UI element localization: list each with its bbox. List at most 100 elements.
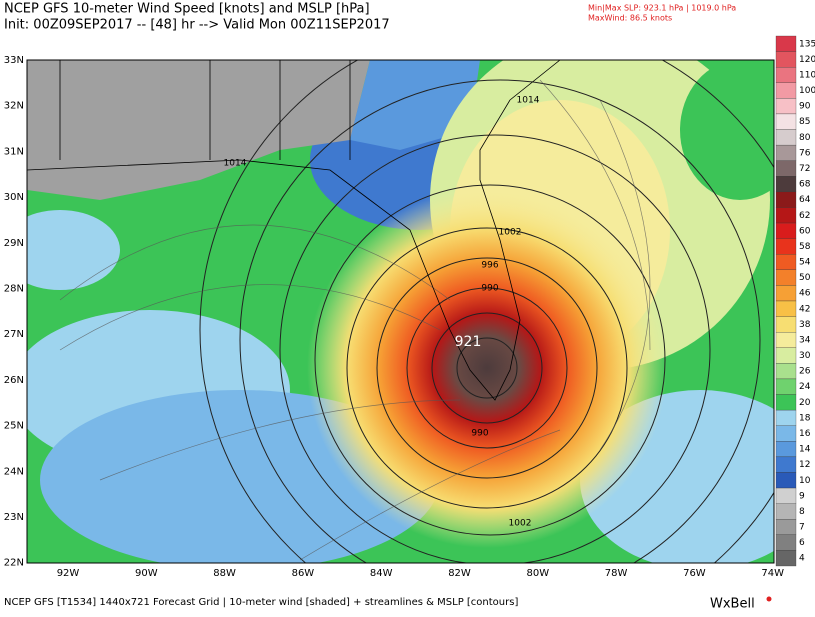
- max-wind: MaxWind: 86.5 knots: [588, 14, 672, 23]
- lat-label: 33N: [4, 55, 24, 66]
- colorbar-swatch: [775, 144, 797, 161]
- map-field: [27, 60, 774, 563]
- lat-label: 23N: [4, 512, 24, 523]
- lon-label: 82W: [448, 568, 471, 579]
- colorbar-swatch: [775, 222, 797, 239]
- colorbar-label: 120: [799, 55, 815, 65]
- colorbar-label: 16: [799, 429, 811, 439]
- brand-dot: [766, 596, 772, 602]
- colorbar-swatch: [775, 269, 797, 286]
- colorbar-swatch: [775, 254, 797, 270]
- colorbar-label: 135: [799, 39, 815, 49]
- colorbar-swatch: [775, 425, 797, 442]
- lat-label: 22N: [4, 558, 24, 569]
- colorbar-swatch: [775, 534, 797, 551]
- colorbar-label: 34: [799, 335, 811, 345]
- lat-label: 27N: [4, 329, 24, 340]
- colorbar-label: 110: [799, 70, 815, 80]
- title: NCEP GFS 10-meter Wind Speed [knots] and…: [4, 2, 370, 17]
- lon-label: 90W: [135, 568, 158, 579]
- colorbar-swatch: [775, 238, 797, 255]
- lat-label: 25N: [4, 421, 24, 432]
- colorbar-label: 100: [799, 86, 815, 96]
- lon-label: 88W: [213, 568, 236, 579]
- colorbar-swatch: [775, 409, 797, 426]
- lon-label: 74W: [761, 568, 784, 579]
- lat-label: 26N: [4, 375, 24, 386]
- colorbar-label: 46: [799, 289, 811, 299]
- colorbar-label: 64: [799, 195, 811, 205]
- lat-label: 30N: [4, 192, 24, 203]
- colorbar-swatch: [775, 332, 797, 348]
- contour-label: 990: [471, 429, 488, 439]
- lon-label: 76W: [683, 568, 706, 579]
- colorbar-swatch: [775, 519, 797, 535]
- colorbar-label: 12: [799, 460, 810, 470]
- lon-label: 78W: [605, 568, 628, 579]
- contour-label: 990: [481, 284, 498, 294]
- colorbar-label: 50: [799, 273, 811, 283]
- colorbar-label: 20: [799, 398, 811, 408]
- colorbar-swatch: [775, 456, 797, 473]
- colorbar-label: 9: [799, 491, 805, 501]
- colorbar-swatch: [775, 550, 797, 567]
- lat-label: 24N: [4, 466, 24, 477]
- lon-label: 84W: [370, 568, 393, 579]
- colorbar-label: 8: [799, 507, 805, 517]
- colorbar-label: 76: [799, 148, 811, 158]
- colorbar-label: 7: [799, 523, 805, 533]
- colorbar-label: 10: [799, 476, 811, 486]
- colorbar-label: 62: [799, 211, 810, 221]
- colorbar-label: 58: [799, 242, 811, 252]
- lon-label: 92W: [57, 568, 80, 579]
- colorbar-swatch: [775, 363, 797, 380]
- colorbar-swatch: [775, 347, 797, 364]
- colorbar-swatch: [775, 316, 797, 333]
- contour-labels: 1014 1014 1002 996 990 921 990 1002: [224, 96, 540, 529]
- colorbar-swatch: [775, 472, 797, 489]
- lat-label: 32N: [4, 101, 24, 112]
- colorbar-label: 18: [799, 413, 811, 423]
- colorbar-swatch: [775, 82, 797, 99]
- lon-label: 80W: [526, 568, 549, 579]
- lat-label: 31N: [4, 146, 24, 157]
- colorbar-swatch: [775, 35, 797, 52]
- colorbar-label: 38: [799, 320, 811, 330]
- contour-label: 1002: [499, 228, 522, 238]
- colorbar-label: 30: [799, 351, 811, 361]
- lat-label: 29N: [4, 238, 24, 249]
- colorbar-label: 60: [799, 226, 811, 236]
- contour-label: 1002: [509, 519, 532, 529]
- colorbar-swatch: [775, 176, 797, 193]
- colorbar-label: 85: [799, 117, 810, 127]
- contour-label: 996: [481, 261, 498, 271]
- colorbar-swatch: [775, 441, 797, 458]
- colorbar-swatch: [775, 378, 797, 395]
- contour-label: 921: [455, 334, 482, 350]
- colorbar-label: 90: [799, 102, 811, 112]
- colorbar-label: 42: [799, 304, 810, 314]
- colorbar-swatch: [775, 67, 797, 83]
- colorbar-label: 14: [799, 445, 811, 455]
- colorbar-swatch: [775, 503, 797, 520]
- colorbar-label: 24: [799, 382, 811, 392]
- lat-label: 28N: [4, 284, 24, 295]
- colorbar-swatch: [775, 285, 797, 302]
- colorbar-swatch: [775, 394, 797, 411]
- footer: NCEP GFS [T1534] 1440x721 Forecast Grid …: [4, 597, 518, 608]
- colorbar-swatch: [775, 160, 797, 177]
- colorbar-label: 68: [799, 180, 811, 190]
- colorbar-swatch: [775, 129, 797, 146]
- brand: WxBell: [710, 597, 755, 612]
- colorbar-label: 4: [799, 554, 805, 564]
- contour-label: 1014: [517, 96, 540, 106]
- map-frame: [26, 59, 775, 564]
- contour-label: 1014: [224, 159, 247, 169]
- colorbar-swatch: [775, 487, 797, 504]
- colorbar-label: 6: [799, 538, 805, 548]
- colorbar-label: 54: [799, 258, 811, 268]
- colorbar-label: 26: [799, 367, 811, 377]
- colorbar-swatch: [775, 300, 797, 317]
- colorbar-swatch: [775, 51, 797, 68]
